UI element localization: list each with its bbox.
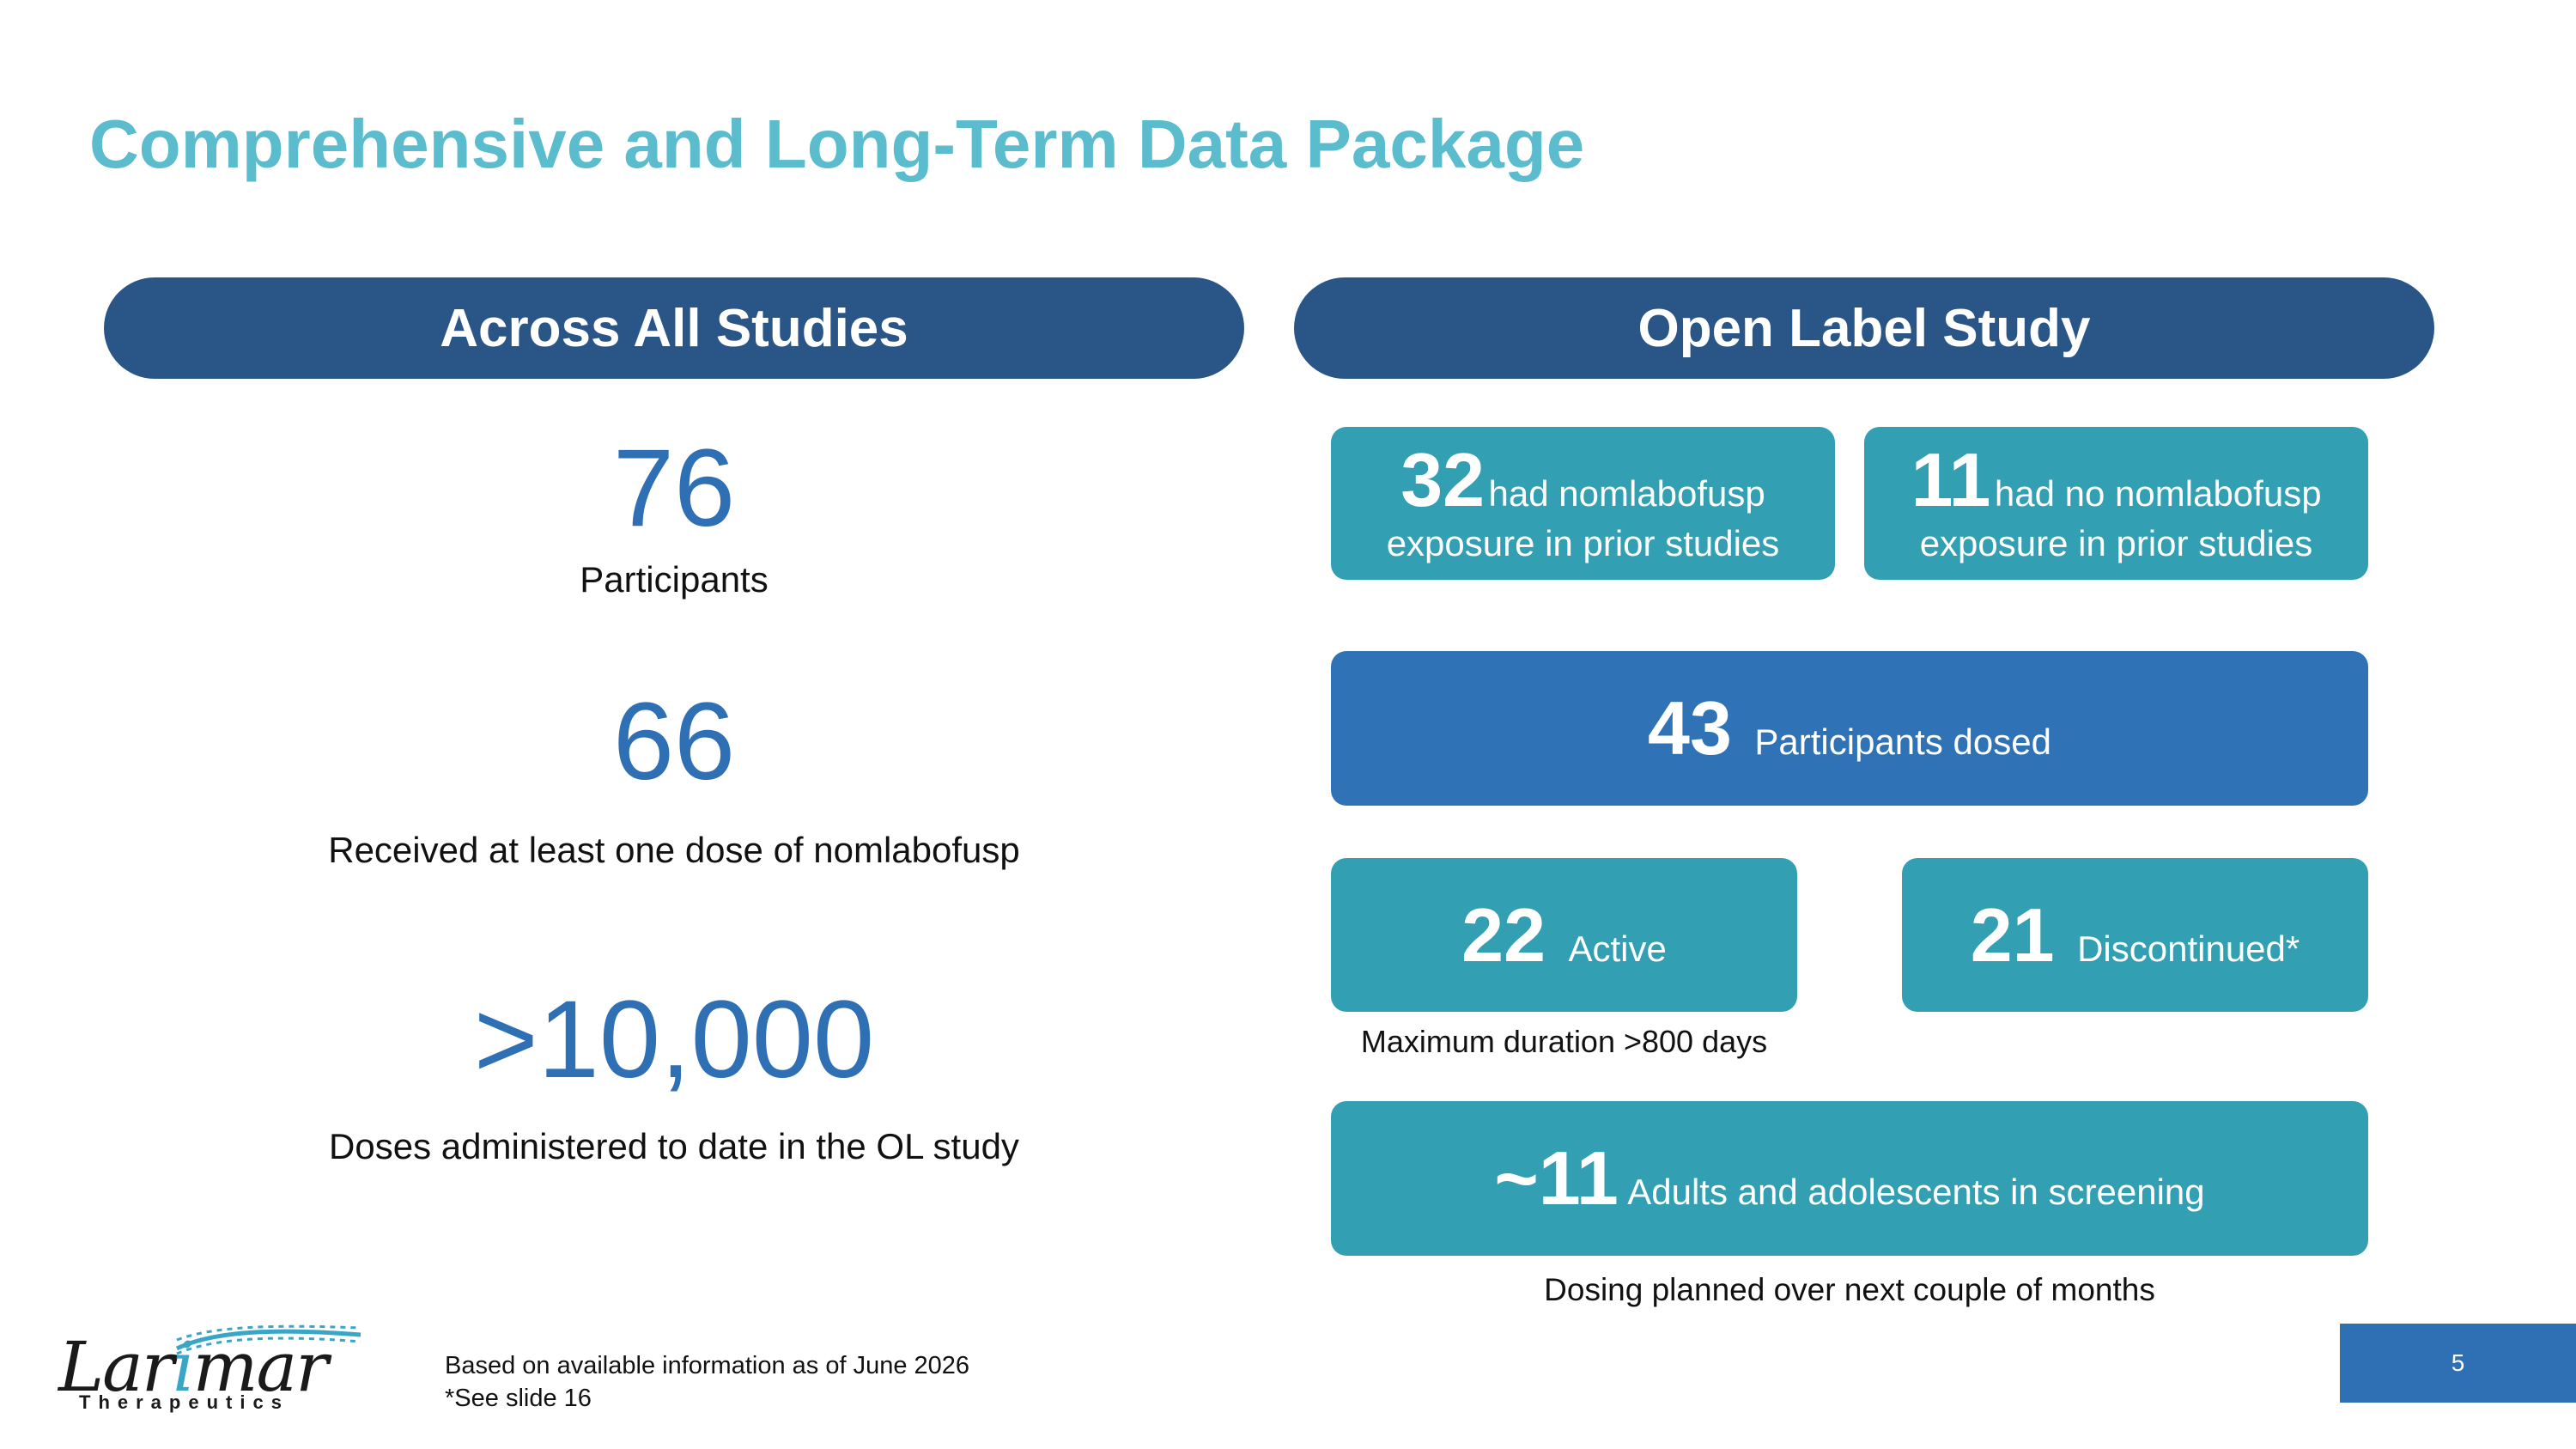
no-prior-exposure-line1: had no nomlabofusp	[1994, 473, 2322, 514]
across-all-studies-header: Across All Studies	[104, 277, 1244, 379]
screening-note: Dosing planned over next couple of month…	[1544, 1272, 2155, 1307]
active-label: Active	[1568, 928, 1667, 969]
stat-received-dose-value: 66	[612, 680, 736, 803]
logo-wordmark: Larimar	[58, 1327, 328, 1407]
stat-participants-label: Participants	[580, 559, 769, 600]
active-value: 22	[1461, 892, 1546, 977]
no-prior-exposure-line2: exposure in prior studies	[1919, 523, 2313, 563]
stat-doses-administered: >10,000 Doses administered to date in th…	[104, 985, 1244, 1167]
screening-box: ~11 Adults and adolescents in screening	[1331, 1101, 2368, 1256]
page-number: 5	[2340, 1324, 2576, 1403]
helix-icon	[175, 1324, 361, 1355]
prior-exposure-box: 32 had nomlabofusp exposure in prior stu…	[1331, 427, 1835, 580]
slide-title: Comprehensive and Long-Term Data Package	[89, 106, 1585, 182]
larimar-logo: Larimar Therapeutics	[58, 1323, 361, 1417]
footer-note-slide-ref: *See slide 16	[445, 1385, 592, 1412]
participants-dosed-label: Participants dosed	[1754, 721, 2051, 762]
participants-dosed-box: 43 Participants dosed	[1331, 651, 2368, 806]
discontinued-box: 21 Discontinued*	[1902, 858, 2368, 1012]
no-prior-exposure-value: 11	[1911, 437, 1991, 522]
active-box: 22 Active	[1331, 858, 1797, 1012]
stat-received-dose-label: Received at least one dose of nomlabofus…	[328, 830, 1020, 870]
no-prior-exposure-box: 11 had no nomlabofusp exposure in prior …	[1864, 427, 2368, 580]
discontinued-value: 21	[1970, 892, 2055, 977]
stat-doses-administered-label: Doses administered to date in the OL stu…	[329, 1126, 1019, 1166]
participants-dosed-value: 43	[1648, 685, 1732, 770]
screening-value: ~11	[1494, 1135, 1619, 1221]
prior-exposure-line2: exposure in prior studies	[1386, 523, 1780, 563]
prior-exposure-line1: had nomlabofusp	[1488, 473, 1765, 514]
stat-received-dose: 66 Received at least one dose of nomlabo…	[104, 687, 1244, 871]
logo-subtitle: Therapeutics	[79, 1391, 289, 1413]
screening-label: Adults and adolescents in screening	[1627, 1172, 2205, 1212]
footer-note-date: Based on available information as of Jun…	[445, 1352, 970, 1379]
prior-exposure-value: 32	[1400, 437, 1485, 522]
open-label-study-header: Open Label Study	[1294, 277, 2434, 379]
active-duration-note: Maximum duration >800 days	[1360, 1024, 1768, 1059]
stat-doses-administered-value: >10,000	[473, 978, 875, 1101]
stat-participants: 76 Participants	[104, 434, 1244, 600]
discontinued-label: Discontinued*	[2077, 928, 2300, 969]
stat-participants-value: 76	[612, 427, 736, 550]
